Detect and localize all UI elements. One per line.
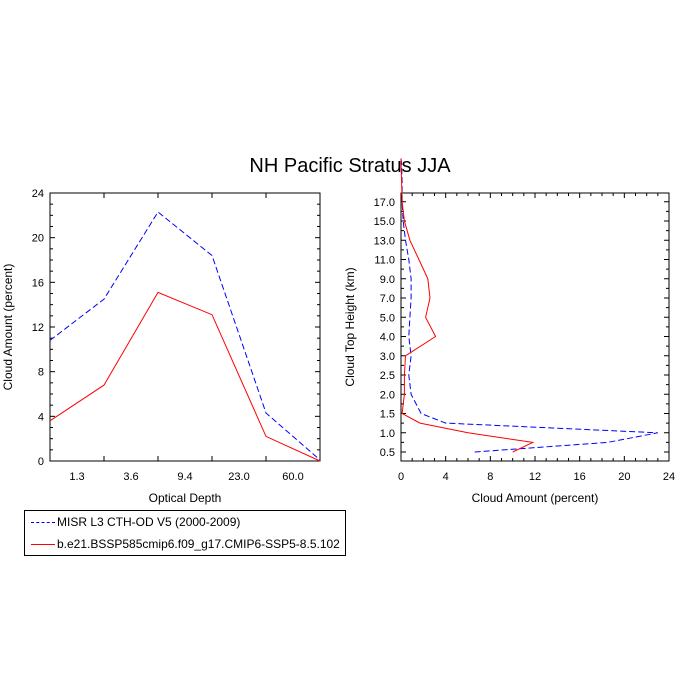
y-tick-label: 5.0 [380, 312, 395, 324]
y-tick-label: 2.0 [380, 389, 395, 401]
x-tick-label: 16 [574, 471, 586, 483]
legend-entry-model: b.e21.BSSP585cmip6.f09_g17.CMIP6-SSP5-8.… [25, 534, 345, 556]
y-axis-label: Cloud Top Height (km) [343, 267, 357, 386]
y-tick-label: 0 [38, 456, 44, 468]
y-tick-label: 2.5 [380, 370, 395, 382]
x-tick-label: 8 [487, 471, 493, 483]
y-tick-label: 11.0 [374, 255, 395, 267]
legend-label-misr: MISR L3 CTH-OD V5 (2000-2009) [57, 515, 241, 529]
y-tick-label: 17.0 [374, 197, 395, 209]
x-tick-label: 1.3 [69, 471, 84, 483]
x-axis-label: Cloud Amount (percent) [472, 491, 599, 505]
y-tick-label: 0.5 [380, 447, 395, 459]
chart-title: NH Pacific Stratus JJA [249, 155, 451, 177]
y-tick-label: 4 [38, 411, 44, 423]
x-tick-label: 12 [529, 471, 541, 483]
plot-frame-right [400, 192, 670, 462]
y-tick-label: 4.0 [380, 332, 395, 344]
panel-cloud-top-height: 0 4 8 12 16 20 24 0.5 1.0 1.5 2.0 2.5 3.0 4.0 5.0 7.0 9.… [343, 158, 675, 505]
x-tick-label: 4 [443, 471, 449, 483]
legend-swatch-misr [31, 522, 55, 523]
x-tick-label: 23.0 [228, 471, 249, 483]
plot-frame-left [49, 192, 321, 462]
y-tick-label: 20 [32, 233, 44, 245]
y-tick-label: 13.0 [374, 235, 395, 247]
y-tick-label: 12 [32, 322, 44, 334]
x-tick-label: 24 [663, 471, 675, 483]
y-tick-label: 1.0 [380, 428, 395, 440]
y-tick-label: 15.0 [374, 216, 395, 228]
panel-optical-depth: 0 4 8 12 16 20 24 1.3 3.6 9.4 23.0 60.0 Optical Dept… [1, 188, 321, 505]
y-tick-label: 3.0 [380, 351, 395, 363]
series-line-model [400, 158, 535, 453]
x-tick-label: 3.6 [123, 471, 138, 483]
series-line-model [49, 291, 321, 462]
x-tick-label: 9.4 [177, 471, 192, 483]
y-tick-label: 9.0 [380, 274, 395, 286]
legend: MISR L3 CTH-OD V5 (2000-2009) b.e21.BSSP… [24, 510, 346, 556]
legend-entry-misr: MISR L3 CTH-OD V5 (2000-2009) [25, 512, 345, 534]
y-tick-label: 16 [32, 277, 44, 289]
x-axis-label: Optical Depth [149, 491, 222, 505]
series-line-misr [49, 211, 321, 461]
x-tick-label: 60.0 [282, 471, 303, 483]
x-tick-label: 20 [618, 471, 630, 483]
legend-label-model: b.e21.BSSP585cmip6.f09_g17.CMIP6-SSP5-8.… [57, 537, 340, 551]
y-tick-label: 24 [32, 188, 44, 200]
y-tick-label: 1.5 [380, 409, 395, 421]
x-tick-label: 0 [398, 471, 404, 483]
legend-swatch-model [31, 544, 55, 545]
y-tick-label: 7.0 [380, 293, 395, 305]
y-tick-label: 8 [38, 367, 44, 379]
series-line-misr [400, 158, 658, 453]
y-axis-label: Cloud Amount (percent) [1, 264, 15, 391]
